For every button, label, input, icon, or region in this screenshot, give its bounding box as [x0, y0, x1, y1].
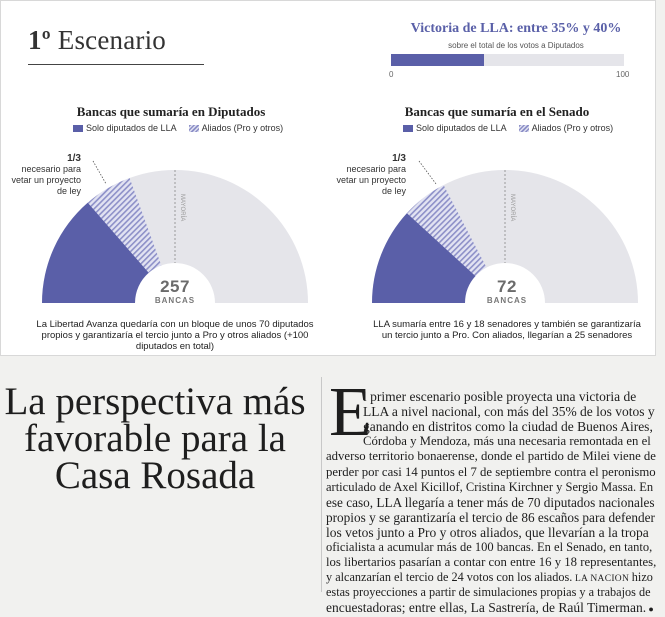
legend-senado: Solo diputados de LLA Aliados (Pro y otro… — [403, 123, 613, 133]
victory-title: Victoria de LLA: entre 35% y 40% — [410, 21, 622, 36]
article-line: l primer escenario posible proyecta una … — [363, 389, 655, 404]
third-fraction: 1/3 — [392, 153, 406, 164]
scenario-label: Escenario — [57, 25, 167, 55]
gauge-allies-segment — [406, 185, 487, 276]
total-number: 257 — [160, 277, 190, 296]
drop-cap: E — [329, 374, 372, 451]
article-line: adverso territorio bonaerense, donde el … — [326, 449, 656, 464]
third-text-line: necesario para — [21, 164, 81, 174]
gauge-lla-segment — [372, 213, 476, 303]
article-line: los libertarios pasarían a contar con en… — [326, 555, 656, 570]
legend-diputados: Solo diputados de LLA Aliados (Pro y otro… — [73, 123, 283, 133]
article-line-text: ganando en distritos como la ciudad de B… — [363, 419, 653, 435]
article-line: ese caso, LLA llegaría a tener más de 70… — [326, 495, 656, 510]
legend-swatch-lla — [403, 125, 413, 133]
article-line: LLA a nivel nacional, con más del 35% de… — [363, 404, 655, 419]
legend-swatch-lla — [73, 125, 83, 133]
article-line-text: oficialista a acumular más de 100 bancas… — [326, 540, 653, 554]
article-line-text: ese caso, LLA llegaría a tener más de 70… — [326, 494, 655, 510]
third-note-senado: 1/3 necesario para vetar un proyecto de … — [326, 153, 406, 197]
legend-swatch-allies — [188, 125, 199, 133]
majority-label: MAYORÍA — [509, 194, 516, 221]
scenario-number: 1º — [28, 25, 51, 55]
article-line-text: y alcanzarían el tercio de 24 votos con … — [326, 570, 573, 585]
legend-swatch-allies — [518, 125, 529, 133]
third-note-diputados: 1/3 necesario para vetar un proyecto de … — [1, 153, 81, 197]
article-line-text: l primer escenario posible proyecta una … — [363, 389, 637, 404]
infographic-panel: 1º Escenario Victoria de LLA: entre 35% … — [0, 0, 656, 356]
article-headline: La perspectiva más favorable para la Cas… — [4, 380, 306, 497]
seat-gauges: MAYORÍA MAYORÍA — [42, 160, 638, 303]
article-line-tail: hizo — [631, 570, 653, 585]
title-underline — [28, 64, 204, 65]
article-line: estas proyecciones a partir de simulacio… — [326, 585, 656, 600]
article-line-text: Córdoba y Mendoza, más una necesaria rem… — [363, 434, 651, 449]
legend-label-lla: Solo diputados de LLA — [416, 123, 507, 133]
caption-senado: LLA sumaría entre 16 y 18 senadores y ta… — [373, 319, 641, 341]
article-line-text: estas proyecciones a partir de simulacio… — [326, 585, 651, 600]
total-number: 72 — [497, 277, 517, 296]
scenario-title: 1º Escenario — [28, 25, 166, 56]
total-senado: 72 BANCAS — [467, 277, 547, 305]
total-label: BANCAS — [154, 296, 196, 305]
article-line-text: LLA a nivel nacional, con más del 35% de… — [363, 404, 655, 420]
chart-title-senado: Bancas que sumaría en el Senado — [404, 104, 590, 119]
majority-label: MAYORÍA — [179, 194, 186, 221]
vote-progress-fill — [391, 54, 485, 66]
article-line-text: adverso territorio bonaerense, donde el … — [326, 449, 656, 464]
article-line-text: los libertarios pasarían a contar con en… — [326, 555, 656, 570]
victory-subtitle: sobre el total de los votos a Diputados — [448, 41, 584, 50]
end-mark: ● — [646, 604, 654, 615]
column-divider — [321, 377, 322, 592]
third-text-line: de ley — [381, 186, 406, 196]
third-text-line: de ley — [56, 186, 81, 196]
progress-axis-max: 100 — [616, 70, 630, 79]
gauge-lla-segment — [42, 202, 149, 303]
article-line-text: propios y se garantizaría el tercio de 8… — [326, 509, 655, 525]
gauge-allies-segment — [87, 177, 162, 273]
progress-axis-min: 0 — [389, 70, 394, 79]
total-label: BANCAS — [486, 296, 528, 305]
vote-progress-track — [391, 54, 624, 66]
article-line: ganando en distritos como la ciudad de B… — [363, 419, 655, 434]
article-line-text: articulado de Axel Kicillof, Cristina Ki… — [326, 479, 654, 494]
third-text-line: vetar un proyecto — [11, 175, 81, 185]
third-text-line: necesario para — [346, 164, 406, 174]
article-line: articulado de Axel Kicillof, Cristina Ki… — [326, 480, 656, 495]
article-line: los vetos junto a Pro y otros aliados, q… — [326, 525, 656, 540]
article-line: oficialista a acumular más de 100 bancas… — [326, 540, 656, 555]
third-pointer-line — [418, 160, 437, 185]
legend-label-allies: Aliados (Pro y otros) — [201, 123, 284, 133]
total-diputados: 257 BANCAS — [135, 277, 215, 305]
article-line-text: los vetos junto a Pro y otros aliados, q… — [326, 524, 649, 540]
third-fraction: 1/3 — [67, 153, 81, 164]
caption-diputados: La Libertad Avanza quedaría con un bloqu… — [36, 319, 314, 352]
article-line: perder por casi 14 puntos el 7 de septie… — [326, 465, 656, 480]
byline-brand: LA NACION — [572, 574, 632, 585]
third-text-line: vetar un proyecto — [336, 175, 406, 185]
article-line: propios y se garantizaría el tercio de 8… — [326, 510, 656, 525]
chart-title-diputados: Bancas que sumaría en Diputados — [76, 104, 266, 119]
article-line: Córdoba y Mendoza, más una necesaria rem… — [363, 434, 655, 449]
article-line-text: perder por casi 14 puntos el 7 de septie… — [326, 464, 656, 479]
article-line: y alcanzarían el tercio de 24 votos con … — [326, 570, 656, 587]
legend-label-allies: Aliados (Pro y otros) — [531, 123, 614, 133]
third-pointer-line — [92, 160, 107, 185]
legend-label-lla: Solo diputados de LLA — [86, 123, 177, 133]
